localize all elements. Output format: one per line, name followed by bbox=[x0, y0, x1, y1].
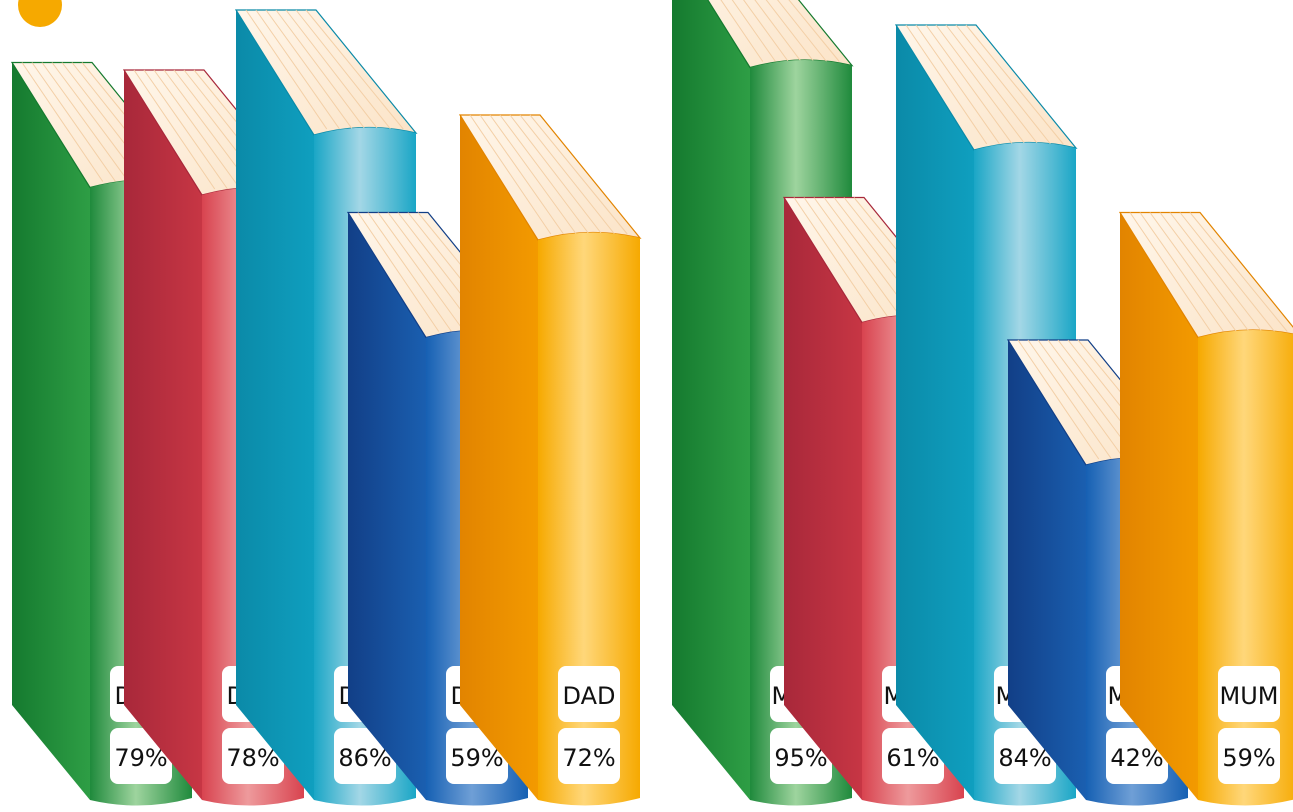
page-line bbox=[31, 62, 116, 182]
page-line bbox=[245, 9, 328, 130]
book-cover bbox=[1008, 340, 1086, 800]
book-cover bbox=[672, 0, 750, 800]
page-line bbox=[295, 9, 391, 130]
page-line bbox=[529, 114, 628, 235]
book-value-label: 78% bbox=[226, 744, 279, 772]
book-cover bbox=[12, 62, 90, 800]
page-line bbox=[519, 114, 615, 235]
page-line bbox=[499, 114, 590, 235]
label-tag bbox=[1218, 666, 1280, 722]
page-line bbox=[1129, 212, 1212, 332]
page-line bbox=[813, 197, 901, 317]
page-line bbox=[1179, 212, 1275, 332]
page-line bbox=[41, 62, 129, 182]
book-label: DAD bbox=[563, 682, 616, 710]
book-mum-5: MUM 59% bbox=[1118, 211, 1293, 806]
book-label: MUM bbox=[1220, 682, 1279, 710]
page-line bbox=[1139, 212, 1224, 332]
book-value-label: 95% bbox=[774, 744, 827, 772]
page-line bbox=[469, 114, 552, 235]
book-value-label: 59% bbox=[450, 744, 503, 772]
page-line bbox=[915, 24, 1000, 145]
page-line bbox=[777, 0, 827, 62]
page-line bbox=[489, 114, 577, 235]
value-tag bbox=[1218, 728, 1280, 784]
book-value-label: 42% bbox=[1110, 744, 1163, 772]
book-value-label: 86% bbox=[338, 744, 391, 772]
page-line bbox=[305, 9, 404, 130]
page-line bbox=[793, 197, 876, 317]
book-cover bbox=[784, 197, 862, 800]
orange-circle-icon bbox=[18, 0, 62, 27]
page-line bbox=[754, 0, 802, 62]
page-line bbox=[367, 212, 452, 332]
page-line bbox=[1037, 339, 1125, 460]
page-line bbox=[935, 24, 1026, 145]
book-value-label: 72% bbox=[562, 744, 615, 772]
label-tag bbox=[558, 666, 620, 722]
page-line bbox=[788, 0, 840, 62]
page-line bbox=[265, 9, 353, 130]
page-line bbox=[925, 24, 1013, 145]
page-line bbox=[255, 9, 340, 130]
book-value-label: 59% bbox=[1222, 744, 1275, 772]
page-line bbox=[945, 24, 1039, 145]
page-line bbox=[285, 9, 379, 130]
book-cover bbox=[236, 10, 314, 800]
page-line bbox=[377, 212, 465, 332]
book-cover bbox=[348, 212, 426, 800]
page-line bbox=[1189, 212, 1288, 332]
page-line bbox=[731, 0, 776, 62]
book-value-label: 84% bbox=[998, 744, 1051, 772]
book-spine bbox=[538, 232, 640, 806]
page-line bbox=[21, 62, 104, 182]
page-line bbox=[905, 24, 988, 145]
page-line bbox=[509, 114, 603, 235]
book-value-label: 61% bbox=[886, 744, 939, 772]
book-dad-5: DAD 72% bbox=[458, 114, 642, 806]
page-line bbox=[720, 0, 764, 62]
page-line bbox=[133, 69, 216, 190]
page-line bbox=[1149, 212, 1237, 332]
page-line bbox=[153, 69, 241, 190]
book-cover bbox=[460, 115, 538, 800]
page-line bbox=[743, 0, 789, 62]
page-line bbox=[143, 69, 228, 190]
book-cover bbox=[896, 25, 974, 800]
page-line bbox=[1027, 339, 1112, 460]
page-line bbox=[1159, 212, 1250, 332]
page-line bbox=[275, 9, 366, 130]
page-line bbox=[965, 24, 1064, 145]
book-value-label: 79% bbox=[114, 744, 167, 772]
page-line bbox=[357, 212, 440, 332]
book-cover bbox=[1120, 212, 1198, 800]
book-cover bbox=[124, 70, 202, 800]
page-line bbox=[1169, 212, 1263, 332]
value-tag bbox=[558, 728, 620, 784]
page-line bbox=[1017, 339, 1100, 460]
page-line bbox=[955, 24, 1051, 145]
page-line bbox=[803, 197, 888, 317]
books-layer: DAD79%DAD78%DAD86%DAD59%DAD72%MUM95%MUM6… bbox=[10, 0, 1293, 806]
page-line bbox=[765, 0, 815, 62]
page-line bbox=[479, 114, 564, 235]
